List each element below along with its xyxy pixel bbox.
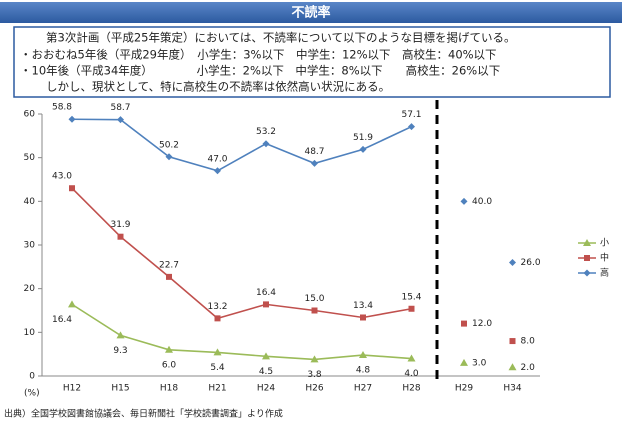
- y-tick-label: 20: [24, 284, 36, 294]
- data-label: 13.4: [353, 301, 373, 311]
- data-label: 4.5: [259, 367, 273, 377]
- marker: [213, 348, 222, 356]
- note-box: [13, 26, 611, 98]
- marker: [359, 145, 367, 153]
- data-label: 22.7: [159, 260, 179, 270]
- marker: [311, 307, 318, 314]
- y-axis-label: (%): [24, 389, 40, 399]
- data-label: 57.1: [401, 110, 421, 120]
- title-banner: [0, 2, 622, 23]
- y-tick-label: 60: [24, 110, 36, 120]
- marker: [165, 345, 173, 353]
- y-tick-label: 10: [24, 328, 36, 338]
- x-tick-label: H21: [208, 384, 226, 394]
- series-line: [71, 187, 412, 320]
- source: 出典）全国学校図書館協議会、毎日新聞社「学校読書調査」より作成: [4, 408, 283, 420]
- y-tick-label: 40: [24, 197, 36, 207]
- y-tick-label: 50: [24, 153, 36, 163]
- marker: [584, 255, 590, 261]
- marker: [311, 159, 318, 167]
- data-label: 16.4: [256, 288, 276, 298]
- x-tick-label: H12: [63, 384, 81, 394]
- x-tick-label: H27: [354, 384, 372, 394]
- y-tick-label: 0: [29, 372, 35, 382]
- marker: [262, 352, 270, 360]
- data-label: 58.7: [110, 103, 130, 113]
- data-label: 48.7: [304, 147, 324, 157]
- note-line: しかし、現状として、特に高校生の不読率は依然高い状況にある。: [46, 80, 390, 94]
- data-label: 4.0: [404, 369, 419, 379]
- marker: [214, 315, 221, 322]
- data-label: 8.0: [521, 337, 536, 347]
- data-label: 50.2: [159, 140, 179, 150]
- x-tick-label: H26: [305, 384, 323, 394]
- data-label: 47.0: [207, 154, 227, 164]
- data-label: 6.0: [162, 360, 177, 370]
- data-label: 15.4: [401, 292, 421, 302]
- legend-label: 高: [600, 267, 609, 279]
- marker: [116, 331, 125, 339]
- marker: [408, 305, 415, 312]
- data-label: 16.4: [52, 315, 72, 325]
- data-label: 26.0: [521, 258, 541, 268]
- marker: [69, 185, 75, 192]
- marker: [68, 300, 76, 308]
- marker: [166, 273, 172, 280]
- marker: [583, 239, 591, 246]
- marker: [508, 363, 517, 371]
- data-label: 43.0: [52, 172, 72, 182]
- data-label: 3.0: [472, 358, 487, 368]
- title: 不読率: [291, 5, 330, 21]
- legend-label: 中: [600, 252, 609, 264]
- marker: [509, 338, 516, 345]
- data-label: 51.9: [353, 133, 373, 143]
- marker: [262, 140, 270, 148]
- x-tick-label: H34: [503, 384, 521, 394]
- data-label: 40.0: [472, 197, 492, 207]
- note-line: ・おおむね5年後（平成29年度） 小学生：3%以下 中学生：12%以下 高校生：…: [20, 48, 497, 62]
- data-label: 9.3: [113, 346, 127, 356]
- data-label: 58.8: [52, 103, 72, 113]
- data-label: 5.4: [210, 363, 225, 373]
- data-label: 4.8: [356, 366, 371, 376]
- x-tick-label: H28: [402, 384, 420, 394]
- data-label: 3.8: [307, 370, 322, 380]
- marker: [460, 358, 468, 366]
- marker: [165, 153, 173, 161]
- x-tick-label: H15: [111, 384, 129, 394]
- data-label: 12.0: [472, 319, 492, 329]
- x-tick-label: H18: [160, 384, 178, 394]
- marker: [310, 355, 319, 363]
- marker: [408, 123, 415, 131]
- marker: [117, 116, 124, 124]
- note-line: 第3次計画（平成25年策定）においては、不読率について以下のような目標を掲げてい…: [46, 31, 516, 45]
- x-tick-label: H24: [257, 384, 275, 394]
- marker: [359, 351, 367, 359]
- marker: [68, 115, 76, 123]
- series-line: [71, 118, 412, 172]
- marker: [583, 269, 591, 277]
- legend-label: 小: [600, 238, 609, 249]
- note-line: ・10年後（平成34年度） 小学生：2%以下 中学生：8%以下 高校生：26%以…: [20, 64, 500, 78]
- marker: [509, 258, 516, 266]
- data-label: 13.2: [207, 302, 227, 312]
- marker: [263, 301, 269, 308]
- marker: [461, 320, 467, 327]
- marker: [214, 167, 221, 175]
- data-label: 53.2: [256, 127, 276, 137]
- data-label: 31.9: [110, 220, 130, 230]
- x-tick-label: H29: [455, 384, 473, 394]
- y-tick-label: 30: [24, 241, 36, 251]
- data-label: 2.0: [521, 363, 536, 373]
- marker: [407, 354, 416, 362]
- series-line: [71, 303, 412, 361]
- marker: [460, 197, 468, 205]
- data-label: 15.0: [304, 294, 324, 304]
- marker: [360, 314, 366, 321]
- marker: [117, 233, 124, 240]
